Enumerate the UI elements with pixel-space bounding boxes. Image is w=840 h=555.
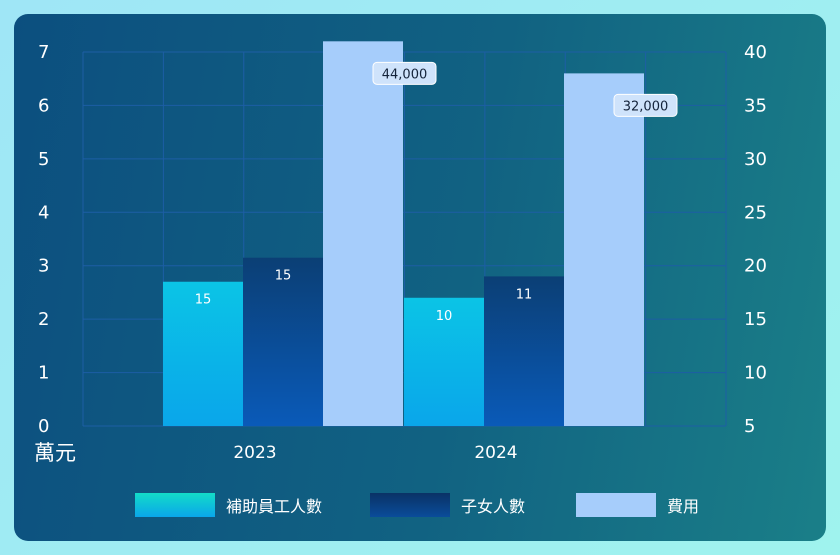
data-label: 10 [436,309,453,324]
legend-swatch [576,493,656,517]
y-right-tick-label: 15 [744,309,767,330]
bars [163,41,644,427]
y-right-tick-label: 20 [744,256,767,277]
y-left-tick-label: 7 [38,42,49,63]
y-left-tick-label: 2 [38,309,49,330]
y-right-tick-label: 30 [744,149,767,170]
y-right-tick-label: 10 [744,363,767,384]
data-label-box [372,61,437,85]
y-right-tick-label: 25 [744,202,767,223]
x-tick-label: 2024 [474,443,517,463]
y-axis-unit-label: 萬元 [34,441,76,465]
y-left-tick-label: 1 [38,363,49,384]
y-left-tick-label: 3 [38,256,49,277]
y-right-tick-label: 35 [744,95,767,116]
legend-label: 補助員工人數 [226,497,322,516]
y-left-tick-label: 6 [38,95,49,116]
y-left-tick-label: 4 [38,202,49,223]
data-label: 32,000 [623,99,669,114]
data-label-box [613,93,678,117]
data-label: 15 [195,293,212,308]
legend-swatch [370,493,450,517]
data-labels: 15 15 44,000 10 11 32,000 [195,61,678,324]
chart-panel: 15 15 44,000 10 11 32,000 0 1 2 3 4 5 6 7 5 10 15 20 25 30… [14,14,826,541]
data-label: 11 [516,287,533,302]
bar-children [484,276,564,426]
bar-expense [564,73,644,426]
bar-chart: 15 15 44,000 10 11 32,000 0 1 2 3 4 5 6 7 5 10 15 20 25 30… [34,41,767,517]
bar-children [243,257,323,426]
y-right-tick-label: 40 [744,42,767,63]
x-tick-label: 2023 [233,443,276,463]
bar-expense [323,41,403,427]
y-left-tick-label: 5 [38,149,49,170]
axes: 0 1 2 3 4 5 6 7 5 10 15 20 25 30 35 40 2023 2024 [38,42,767,463]
bar-subsidized-employees [404,297,484,426]
legend-label: 子女人數 [461,497,525,516]
data-label: 15 [275,269,292,284]
legend: 補助員工人數 子女人數 費用 [135,493,699,517]
y-left-tick-label: 0 [38,416,49,437]
data-label: 44,000 [382,67,428,82]
legend-label: 費用 [667,497,699,516]
y-right-tick-label: 5 [744,416,755,437]
bar-subsidized-employees [163,281,243,426]
legend-swatch [135,493,215,517]
